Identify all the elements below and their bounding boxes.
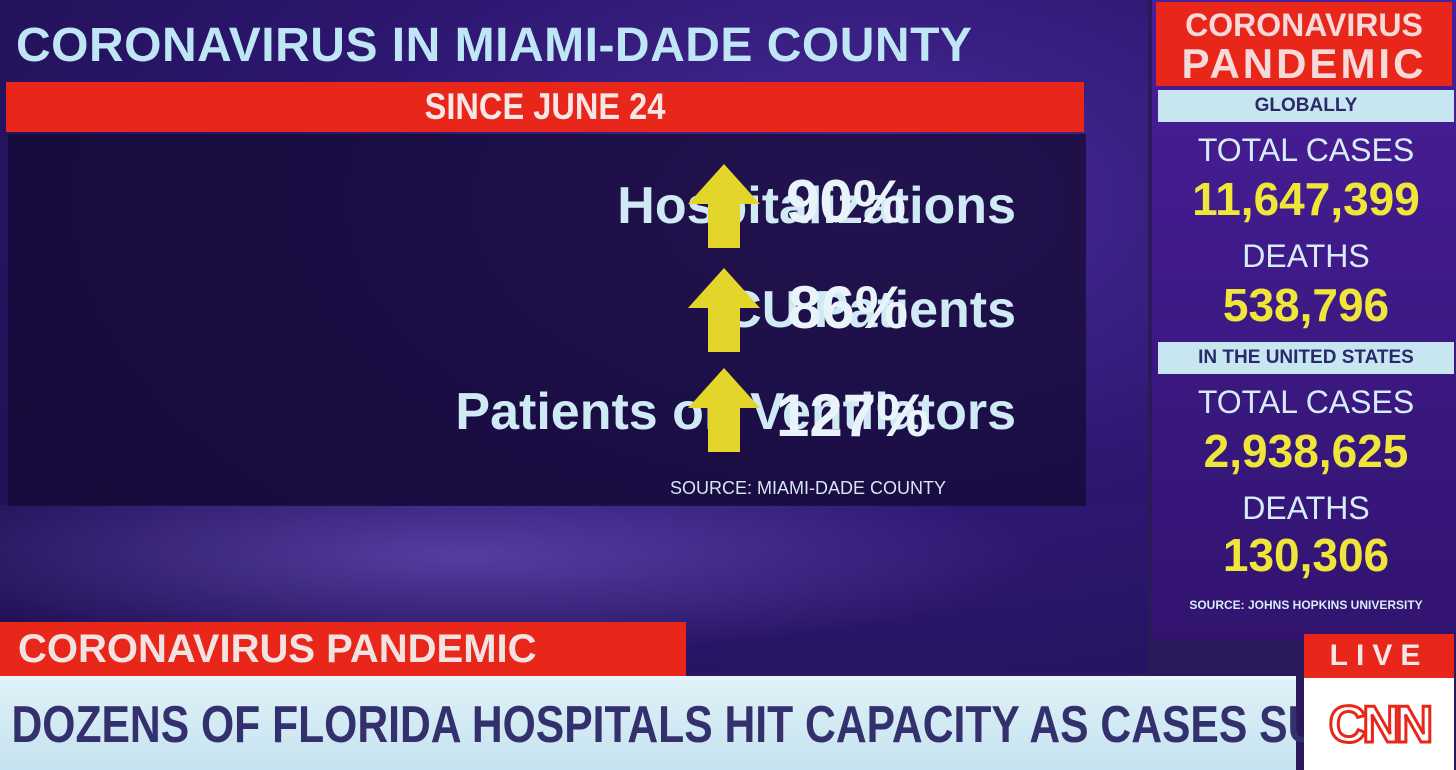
us-cases-value: 2,938,625 bbox=[1203, 425, 1409, 477]
graphic-headline: CORONAVIRUS IN MIAMI-DADE COUNTY bbox=[16, 19, 973, 72]
lower-third-tag: CORONAVIRUS PANDEMIC bbox=[0, 622, 686, 676]
lower-third-headline-text: DOZENS OF FLORIDA HOSPITALS HIT CAPACITY… bbox=[11, 696, 1411, 754]
stat-label-icu: ICU Patients bbox=[709, 281, 1016, 339]
live-badge: LIVE bbox=[1304, 634, 1454, 678]
sidebar-title-line1: CORONAVIRUS bbox=[1185, 7, 1423, 43]
global-header: GLOBALLY bbox=[1158, 90, 1454, 122]
global-cases-label: TOTAL CASES bbox=[1197, 132, 1415, 168]
cnn-logo-icon: CNN bbox=[1327, 695, 1436, 755]
us-cases-label: TOTAL CASES bbox=[1197, 384, 1415, 420]
up-arrow-icon bbox=[688, 268, 760, 352]
global-cases-value: 11,647,399 bbox=[1192, 173, 1420, 225]
global-deaths-value: 538,796 bbox=[1222, 279, 1390, 331]
sidebar-title-line2: PANDEMIC bbox=[1181, 40, 1427, 87]
up-arrow-icon bbox=[688, 164, 760, 248]
sidebar-title: CORONAVIRUS PANDEMIC bbox=[1156, 2, 1452, 86]
stat-value-hospitalizations: 90% bbox=[786, 168, 907, 235]
stat-label-hospitalizations: Hospitalizations bbox=[617, 177, 1016, 235]
up-arrow-icon bbox=[688, 368, 760, 452]
lower-third-tag-text: CORONAVIRUS PANDEMIC bbox=[18, 627, 537, 671]
lower-third-headline: DOZENS OF FLORIDA HOSPITALS HIT CAPACITY… bbox=[0, 676, 1411, 770]
since-date-text: SINCE JUNE 24 bbox=[424, 86, 666, 127]
since-date-bar: SINCE JUNE 24 bbox=[6, 82, 1084, 132]
sidebar-source: SOURCE: JOHNS HOPKINS UNIVERSITY bbox=[1189, 598, 1423, 612]
cnn-logo: CNN bbox=[1304, 678, 1454, 770]
stats-source: SOURCE: MIAMI-DADE COUNTY bbox=[670, 478, 947, 498]
stats-box bbox=[8, 134, 1086, 506]
us-header: IN THE UNITED STATES bbox=[1158, 342, 1454, 374]
svg-text:CNN: CNN bbox=[1329, 696, 1431, 754]
us-deaths-value: 130,306 bbox=[1222, 529, 1390, 581]
stat-value-ventilators: 127% bbox=[776, 382, 930, 449]
global-deaths-label: DEATHS bbox=[1242, 238, 1370, 274]
stat-value-icu: 86% bbox=[788, 274, 909, 341]
us-deaths-label: DEATHS bbox=[1242, 490, 1370, 526]
live-text: LIVE bbox=[1329, 639, 1429, 672]
